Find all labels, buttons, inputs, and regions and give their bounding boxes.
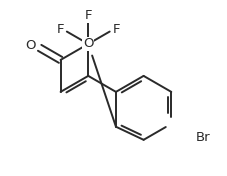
Text: F: F [84,9,92,22]
Text: F: F [112,23,120,36]
Text: O: O [83,37,93,51]
Text: Br: Br [195,131,209,144]
Text: F: F [56,23,64,36]
Text: O: O [26,39,36,52]
